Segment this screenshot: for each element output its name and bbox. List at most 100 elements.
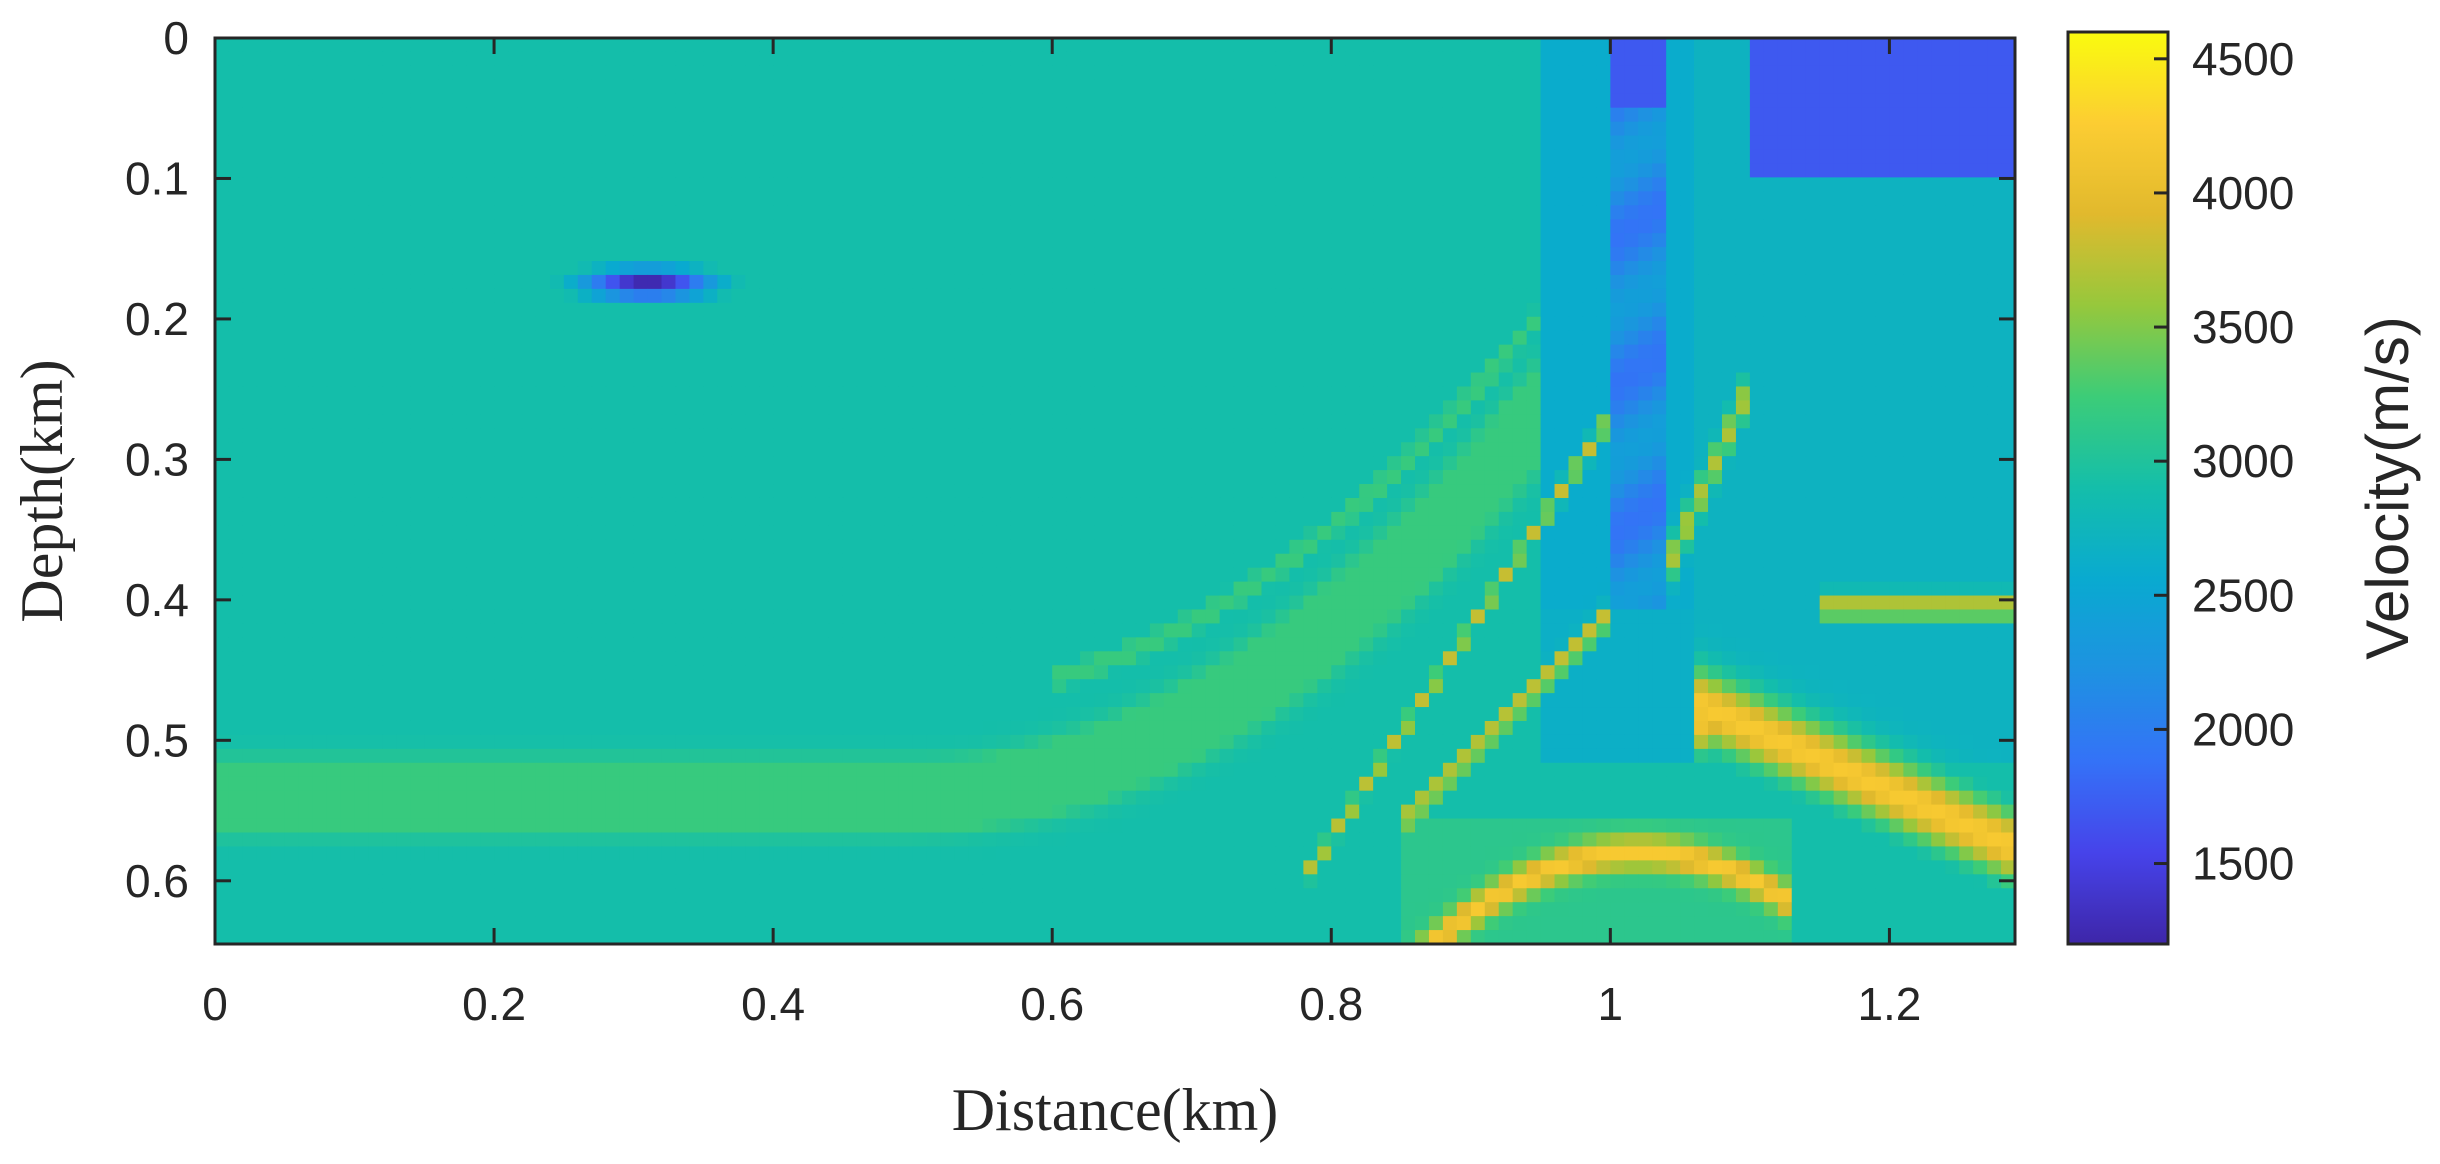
heatmap-cell [1708,358,1723,374]
heatmap-cell [1456,247,1472,262]
heatmap-cell [424,177,439,192]
heatmap-cell [1540,442,1556,457]
heatmap-cell [1135,302,1151,318]
heatmap-cell [215,51,230,67]
heatmap-cell [1247,288,1263,304]
heatmap-cell [1205,511,1221,527]
heatmap-cell [340,511,356,527]
heatmap-cell [256,428,272,443]
heatmap-cell [1191,135,1207,151]
heatmap-cell [1582,525,1597,541]
heatmap-cell [494,567,509,583]
heatmap-cell [1275,484,1291,499]
heatmap-cell [1805,135,1821,151]
heatmap-cell [1959,344,1974,360]
heatmap-cell [438,316,453,332]
heatmap-cell [1666,372,1681,388]
heatmap-cell [1024,191,1039,206]
heatmap-cell [480,205,495,220]
heatmap-cell [926,316,942,332]
heatmap-cell [549,79,565,95]
heatmap-cell [954,205,970,220]
heatmap-cell [1721,247,1737,262]
heatmap-cell [801,135,816,151]
heatmap-cell [1317,219,1332,234]
heatmap-cell [1191,414,1207,429]
heatmap-cell [996,51,1011,67]
heatmap-cell [1540,177,1556,192]
heatmap-cell [1903,553,1918,569]
heatmap-cell [1735,511,1751,527]
heatmap-cell [1317,302,1332,318]
heatmap-cell [270,456,286,471]
heatmap-cell [1582,121,1597,137]
heatmap-cell [2001,511,2015,527]
heatmap-cell [1135,525,1151,541]
heatmap-cell [1526,567,1542,583]
heatmap-cell [1080,163,1095,178]
heatmap-cell [256,344,272,360]
heatmap-cell [1694,400,1709,415]
heatmap-cell [856,274,872,290]
heatmap-cell [815,219,830,234]
heatmap-cell [354,191,370,206]
heatmap-cell [647,163,663,178]
heatmap-cell [591,135,607,151]
heatmap-cell [1456,428,1472,443]
heatmap-cell [982,205,997,220]
heatmap-cell [1149,539,1165,555]
heatmap-cell [1610,456,1625,471]
heatmap-cell [1861,344,1877,360]
heatmap-cell [1135,274,1151,290]
heatmap-cell [270,177,286,192]
heatmap-cell [773,288,788,304]
heatmap-cell [759,121,774,137]
heatmap-cell [954,316,970,332]
heatmap-cell [1959,51,1974,67]
heatmap-cell [1080,274,1095,290]
heatmap-cell [466,51,481,67]
heatmap-cell [1708,247,1723,262]
heatmap-cell [745,497,760,513]
heatmap-cell [1791,428,1807,443]
heatmap-cell [1694,553,1709,569]
heatmap-cell [1275,511,1291,527]
heatmap-cell [215,205,230,220]
heatmap-cell [605,400,621,415]
heatmap-cell [996,484,1011,499]
heatmap-cell [452,330,467,346]
heatmap-cell [1903,79,1918,95]
heatmap-cell [340,330,356,346]
heatmap-cell [1401,428,1416,443]
heatmap-cell [1973,38,1988,53]
heatmap-cell [1387,79,1402,95]
heatmap-cell [410,51,425,67]
heatmap-cell [1666,107,1681,123]
heatmap-cell [242,553,258,569]
heatmap-cell [1805,358,1821,374]
heatmap-cell [1442,497,1458,513]
heatmap-cell [1847,135,1863,151]
heatmap-cell [284,247,300,262]
heatmap-cell [228,247,244,262]
heatmap-cell [1763,302,1779,318]
heatmap-cell [1735,330,1751,346]
heatmap-cell [563,553,579,569]
heatmap-cell [703,51,718,67]
heatmap-cell [1777,553,1793,569]
heatmap-cell [1066,330,1081,346]
heatmap-cell [884,121,900,137]
heatmap-cell [466,135,481,151]
heatmap-cell [717,274,732,290]
heatmap-cell [731,288,746,304]
heatmap-cell [815,497,830,513]
heatmap-cell [521,400,537,415]
heatmap-cell [1652,65,1667,81]
heatmap-cell [1875,511,1891,527]
heatmap-cell [480,261,495,276]
heatmap-cell [1191,470,1207,485]
heatmap-cell [1554,358,1570,374]
heatmap-cell [968,107,984,123]
heatmap-cell [1917,121,1932,137]
heatmap-cell [1456,93,1472,109]
